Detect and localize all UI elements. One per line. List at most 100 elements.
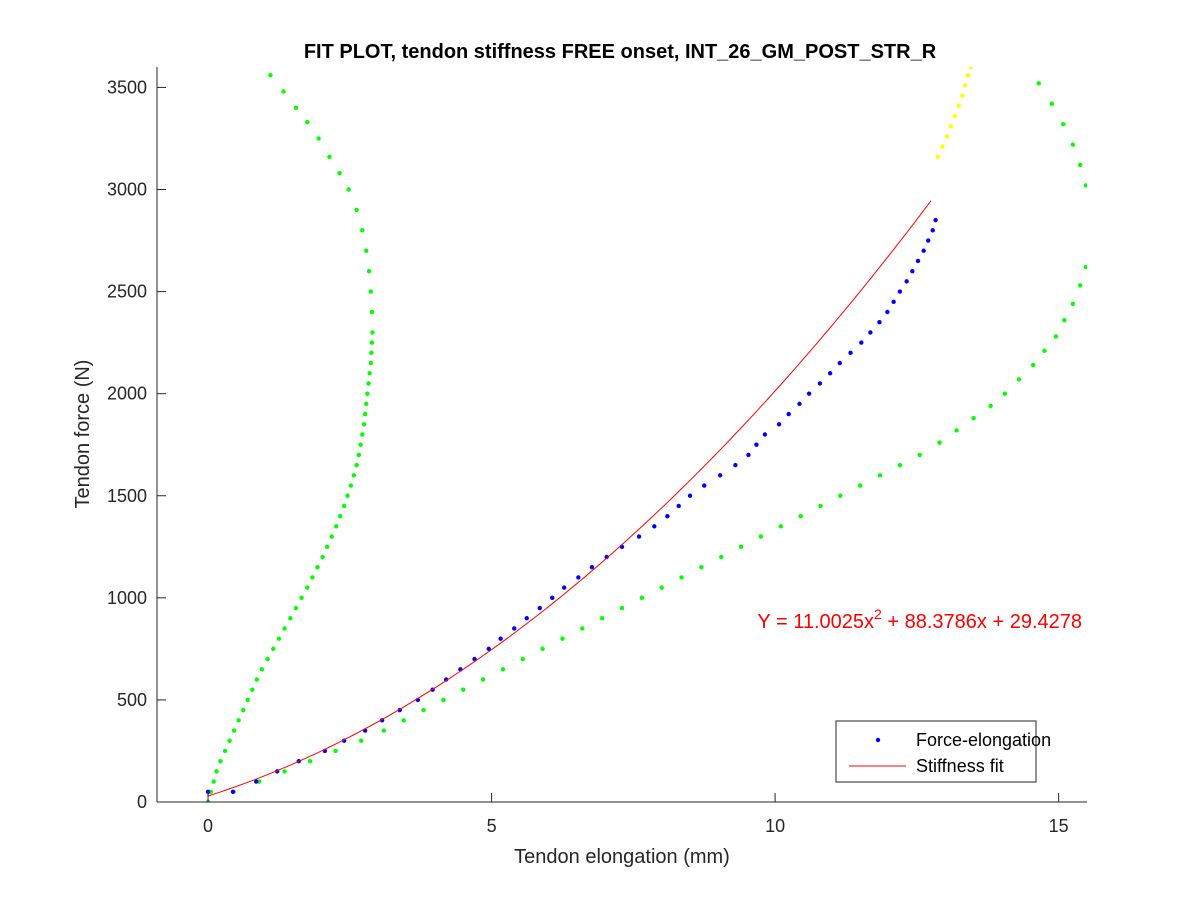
data-point: [369, 309, 375, 315]
data-point: [859, 340, 864, 345]
data-point: [305, 585, 310, 590]
legend-label-force-elongation: Force-elongation: [916, 730, 1051, 750]
data-point: [1077, 283, 1083, 288]
data-point: [346, 187, 351, 192]
data-point: [245, 697, 250, 703]
data-point: [1083, 183, 1087, 188]
data-point: [758, 534, 764, 539]
y-tick-label: 0: [137, 792, 147, 812]
data-point: [365, 391, 370, 396]
data-point: [857, 483, 863, 488]
data-point: [299, 595, 304, 601]
y-tick-label: 3500: [107, 77, 147, 97]
data-point: [222, 748, 228, 754]
data-point: [746, 452, 751, 458]
data-point: [960, 93, 965, 98]
data-point: [362, 411, 368, 417]
legend-box: [835, 720, 1037, 783]
data-point: [337, 170, 342, 176]
data-point: [806, 391, 812, 396]
data-point: [848, 350, 853, 356]
data-point: [444, 677, 449, 682]
data-point: [576, 575, 581, 580]
data-point: [665, 513, 670, 519]
data-point: [827, 371, 833, 376]
data-point: [381, 728, 387, 733]
data-point: [358, 738, 364, 743]
y-tick-label: 2000: [107, 384, 147, 404]
data-point: [956, 103, 962, 108]
data-point: [240, 707, 246, 713]
data-point: [254, 779, 259, 784]
data-point: [461, 687, 466, 692]
data-point: [366, 268, 372, 274]
legend-marker-force-elongation: [875, 737, 881, 743]
data-point: [320, 554, 325, 560]
data-point: [797, 401, 802, 407]
x-axis-ticks: 0 5 10 15: [203, 793, 1069, 836]
data-point: [341, 503, 347, 509]
series-0-points: [205, 217, 938, 794]
fit-equation-exponent: 2: [874, 606, 882, 622]
y-tick-label: 3000: [107, 180, 147, 200]
data-point: [512, 626, 517, 631]
data-point: [486, 646, 491, 652]
data-point: [877, 473, 883, 478]
data-point: [268, 72, 273, 78]
data-point: [364, 401, 369, 407]
data-point: [778, 524, 783, 529]
data-point: [1030, 362, 1036, 368]
data-point: [498, 636, 503, 641]
data-point: [315, 565, 320, 570]
data-point: [360, 432, 365, 437]
data-point: [524, 616, 529, 621]
data-point: [962, 83, 968, 88]
data-point: [214, 769, 219, 774]
y-axis-ticks: 0 500 1000 1500 2000 2500 3000 3500: [107, 77, 166, 812]
data-point: [636, 534, 642, 539]
y-axis-label: Tendon force (N): [72, 360, 94, 509]
data-point: [348, 483, 354, 488]
data-point: [885, 309, 890, 315]
x-tick-label: 5: [487, 816, 497, 836]
data-point: [754, 442, 759, 447]
data-point: [968, 67, 973, 70]
data-point: [762, 432, 768, 437]
data-point: [838, 493, 843, 498]
data-point: [891, 299, 896, 304]
data-point: [717, 473, 723, 478]
data-point: [358, 442, 363, 447]
data-point: [265, 656, 270, 662]
x-tick-label: 0: [203, 816, 213, 836]
data-point: [259, 667, 265, 672]
data-point: [1049, 101, 1055, 106]
data-point: [282, 626, 287, 631]
x-tick-label: 10: [765, 816, 785, 836]
series-3-points: [205, 72, 375, 802]
data-point: [776, 422, 782, 427]
data-point: [952, 113, 958, 119]
series-2-points: [935, 67, 973, 160]
series-4-points: [205, 81, 1087, 802]
data-point: [369, 350, 374, 356]
data-point: [619, 605, 625, 611]
data-point: [619, 544, 625, 549]
data-point: [305, 119, 310, 125]
data-point: [786, 411, 791, 417]
data-point: [254, 677, 260, 682]
data-marks: [205, 67, 1087, 802]
data-point: [480, 677, 486, 682]
fit-equation-suffix: + 88.3786x + 29.4278: [882, 611, 1082, 633]
data-point: [282, 769, 287, 774]
data-point: [231, 728, 237, 733]
data-point: [910, 268, 915, 274]
data-point: [354, 207, 359, 213]
legend: Force-elongation Stiffness fit: [835, 720, 1051, 783]
data-point: [971, 415, 976, 421]
x-axis-label: Tendon elongation (mm): [514, 846, 730, 868]
data-point: [580, 626, 585, 631]
data-point: [354, 462, 359, 468]
data-point: [933, 217, 938, 223]
data-point: [599, 616, 605, 621]
x-tick-label: 15: [1049, 816, 1069, 836]
